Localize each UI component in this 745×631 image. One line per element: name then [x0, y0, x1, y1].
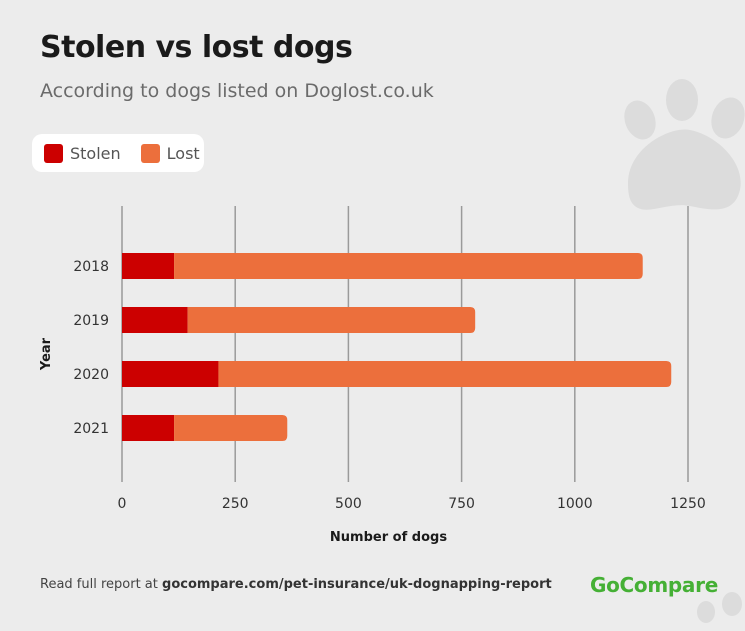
legend: Stolen Lost: [32, 134, 204, 172]
chart-subtitle: According to dogs listed on Doglost.co.u…: [40, 80, 434, 102]
bar-lost-2018: [174, 253, 643, 279]
x-tick-label: 1000: [557, 496, 593, 512]
x-tick-label: 0: [118, 496, 127, 512]
y-tick-label: 2020: [73, 367, 109, 383]
bar-lost-2021: [174, 415, 288, 441]
footer-note: Read full report at gocompare.com/pet-in…: [40, 577, 552, 592]
y-tick-label: 2018: [73, 259, 109, 275]
chart-title: Stolen vs lost dogs: [40, 30, 353, 65]
bar-stolen-2020: [122, 361, 219, 387]
report-link[interactable]: gocompare.com/pet-insurance/uk-dognappin…: [162, 577, 552, 592]
x-tick-label: 500: [335, 496, 362, 512]
x-axis-label: Number of dogs: [330, 530, 447, 545]
bar-stolen-2019: [122, 307, 188, 333]
bar-lost-2019: [187, 307, 476, 333]
bar-lost-2020: [218, 361, 672, 387]
x-tick-label: 750: [448, 496, 475, 512]
bar-stolen-2018: [122, 253, 175, 279]
bar-stolen-2021: [122, 415, 175, 441]
y-axis-label: Year: [39, 337, 54, 371]
paw-print-icon: [697, 592, 742, 623]
brand-logo: GoCompare: [590, 573, 718, 597]
legend-label-stolen: Stolen: [70, 143, 121, 163]
legend-item-lost: Lost: [140, 143, 200, 163]
legend-label-lost: Lost: [166, 143, 200, 163]
y-tick-label: 2019: [73, 313, 109, 329]
footer-prefix: Read full report at: [40, 577, 163, 592]
y-tick-label: 2021: [73, 421, 109, 437]
legend-swatch-stolen: [44, 143, 63, 163]
legend-item-stolen: Stolen: [44, 143, 121, 163]
x-tick-label: 250: [222, 496, 249, 512]
paw-print-icon: [624, 79, 745, 210]
x-tick-label: 1250: [670, 496, 706, 512]
legend-swatch-lost: [140, 143, 160, 163]
